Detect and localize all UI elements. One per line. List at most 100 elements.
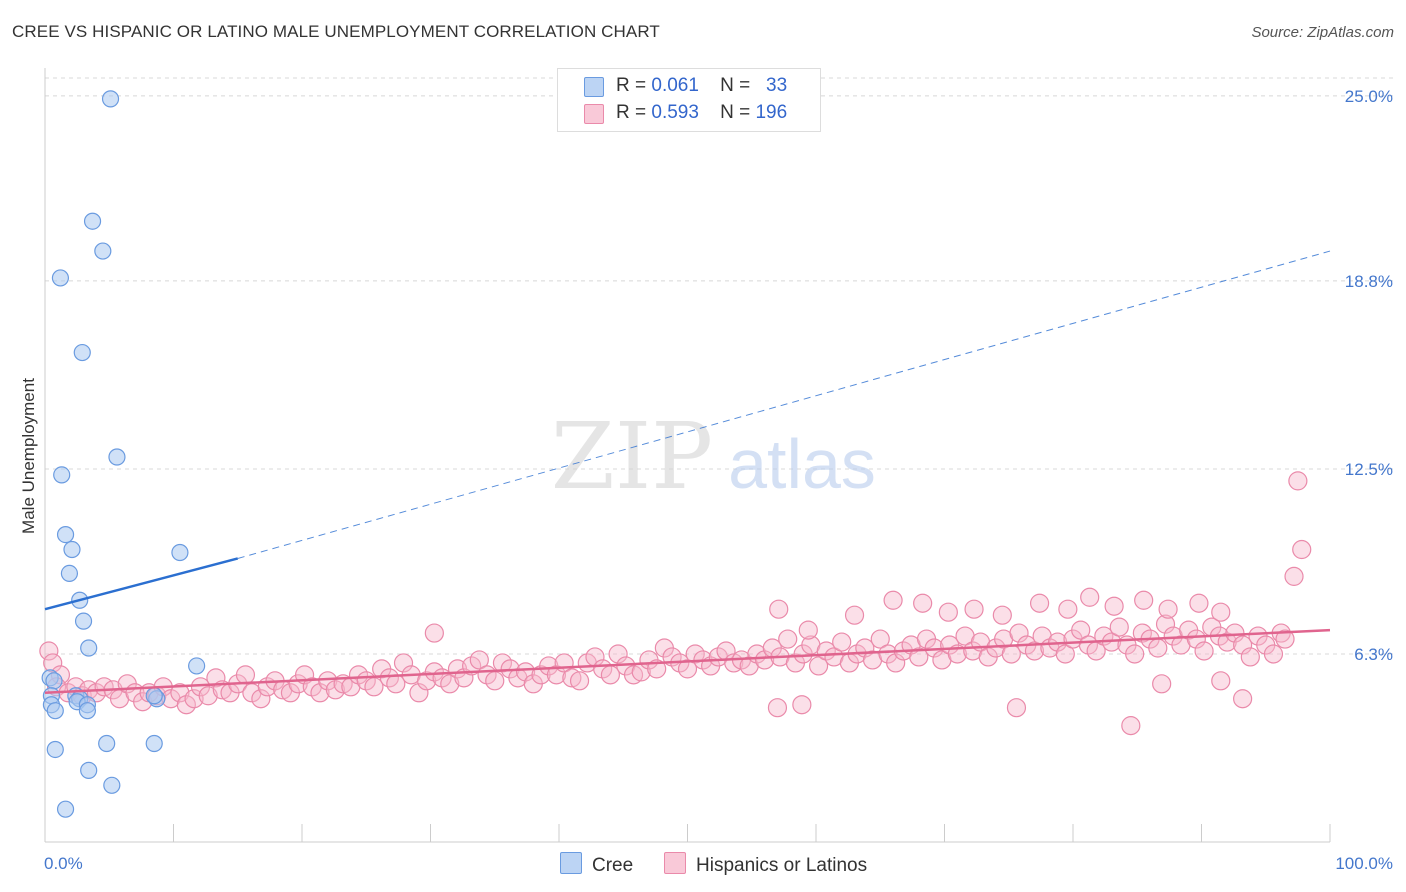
data-point-hispanics xyxy=(562,668,582,688)
data-point-hispanics xyxy=(1024,641,1045,661)
data-point-hispanics xyxy=(844,605,865,625)
trend-line-hispanics xyxy=(44,628,1331,695)
data-point-hispanics xyxy=(1109,617,1129,637)
data-point-hispanics xyxy=(685,644,705,664)
watermark-atlas: atlas xyxy=(728,425,876,503)
data-point-hispanics xyxy=(1080,587,1100,607)
data-point-hispanics xyxy=(1006,698,1027,718)
y-tick-label: 12.5% xyxy=(1345,460,1393,479)
data-point-hispanics xyxy=(1121,716,1141,736)
legend-swatch-cree xyxy=(584,77,604,97)
data-point-hispanics xyxy=(992,605,1012,625)
data-point-hispanics xyxy=(424,623,444,643)
data-point-hispanics xyxy=(1211,602,1231,622)
series-hispanics-points xyxy=(39,471,1312,736)
data-point-hispanics xyxy=(176,695,196,715)
data-point-hispanics xyxy=(1155,614,1176,634)
data-point-hispanics xyxy=(1148,638,1168,658)
data-point-hispanics xyxy=(792,695,812,715)
data-point-hispanics xyxy=(1240,647,1260,667)
data-point-hispanics xyxy=(886,653,906,673)
legend-swatch-hisp xyxy=(584,104,604,124)
bottom-legend-label-cree: Cree xyxy=(592,855,634,876)
legend-r-label: R = xyxy=(616,75,647,96)
data-point-hispanics xyxy=(798,620,818,640)
legend-n-label: N = xyxy=(720,102,751,123)
data-point-hispanics xyxy=(1125,644,1145,664)
y-axis-label: Male Unemployment xyxy=(19,378,38,534)
data-point-hispanics xyxy=(492,653,513,673)
data-point-hispanics xyxy=(1134,590,1154,610)
data-point-cree xyxy=(83,212,102,230)
data-point-hispanics xyxy=(409,683,429,703)
data-point-hispanics xyxy=(1263,644,1284,664)
data-point-hispanics xyxy=(909,647,929,667)
data-point-hispanics xyxy=(1288,471,1308,491)
data-point-hispanics xyxy=(1152,674,1172,694)
data-point-cree xyxy=(80,639,98,657)
legend-r-label: R = xyxy=(616,102,647,123)
data-point-cree xyxy=(94,242,112,260)
chart-title: CREE VS HISPANIC OR LATINO MALE UNEMPLOY… xyxy=(12,22,660,41)
data-point-hispanics xyxy=(1186,629,1206,649)
source-label: Source: ZipAtlas.com xyxy=(1251,24,1394,41)
data-point-hispanics xyxy=(348,665,369,685)
data-point-hispanics xyxy=(198,686,218,706)
data-point-hispanics xyxy=(677,659,698,679)
data-point-hispanics xyxy=(964,599,984,619)
bottom-legend-label-hisp: Hispanics or Latinos xyxy=(696,855,868,876)
watermark: ZIP atlas xyxy=(551,403,876,510)
data-point-hispanics xyxy=(86,683,107,703)
data-point-hispanics xyxy=(608,644,628,664)
data-point-hispanics xyxy=(424,662,444,682)
data-point-cree xyxy=(56,525,75,544)
bottom-legend-swatch-cree xyxy=(560,852,582,874)
data-point-hispanics xyxy=(325,680,346,700)
legend-n-label: N = xyxy=(720,75,751,96)
data-point-hispanics xyxy=(184,689,204,709)
data-point-hispanics xyxy=(767,698,788,718)
y-tick-label: 25.0% xyxy=(1345,87,1393,106)
data-point-hispanics xyxy=(769,599,789,619)
data-point-hispanics xyxy=(462,656,482,676)
data-point-hispanics xyxy=(913,593,933,613)
data-point-cree xyxy=(53,466,71,484)
data-point-cree xyxy=(80,761,98,779)
data-point-hispanics xyxy=(1233,635,1253,655)
data-point-cree xyxy=(63,540,81,559)
data-point-cree xyxy=(98,734,116,753)
data-point-hispanics xyxy=(393,653,414,673)
data-point-cree xyxy=(60,564,79,582)
data-point-hispanics xyxy=(1029,593,1050,613)
data-point-cree xyxy=(78,702,97,720)
data-point-hispanics xyxy=(569,671,590,691)
x-tick-label: 0.0% xyxy=(44,854,83,873)
data-point-hispanics xyxy=(1194,641,1214,661)
data-point-hispanics xyxy=(515,662,536,682)
data-point-cree xyxy=(74,612,93,630)
data-point-hispanics xyxy=(883,590,903,610)
legend-n-value: 196 xyxy=(755,102,788,123)
axes xyxy=(44,68,1331,843)
data-point-hispanics xyxy=(938,602,958,622)
data-point-cree xyxy=(103,776,121,794)
data-point-hispanics xyxy=(1233,689,1253,709)
data-point-hispanics xyxy=(1275,629,1295,649)
data-point-hispanics xyxy=(1058,599,1078,619)
data-point-hispanics xyxy=(623,665,644,685)
data-point-hispanics xyxy=(1132,623,1152,643)
bottom-legend-swatch-hisp xyxy=(664,852,686,874)
data-point-hispanics xyxy=(1158,599,1178,619)
legend-n-value: 33 xyxy=(766,75,788,96)
data-point-cree xyxy=(45,672,63,690)
data-point-hispanics xyxy=(1284,566,1304,586)
data-point-cree xyxy=(46,702,64,720)
data-point-hispanics xyxy=(1009,623,1029,643)
data-point-cree xyxy=(145,687,163,705)
data-point-cree xyxy=(145,734,163,753)
data-point-hispanics xyxy=(170,683,190,703)
data-point-hispanics xyxy=(310,683,330,703)
data-point-hispanics xyxy=(1292,539,1312,560)
watermark-zip: ZIP xyxy=(551,403,713,510)
data-point-hispanics xyxy=(1071,620,1091,640)
